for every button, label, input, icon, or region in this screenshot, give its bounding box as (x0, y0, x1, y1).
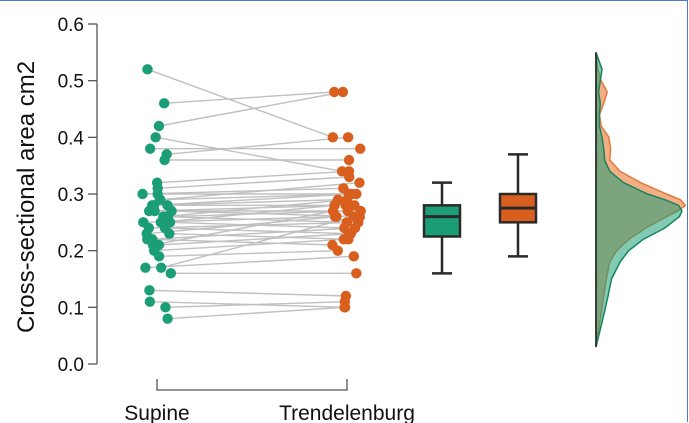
trendelenburg-point (327, 205, 339, 217)
boxplot-supine (422, 181, 462, 275)
pair-line (149, 204, 346, 212)
trendelenburg-point (338, 234, 350, 245)
trendelenburg-point (342, 132, 354, 143)
pair-line (159, 249, 338, 258)
trendelenburg-point (348, 211, 359, 222)
supine-point (160, 302, 171, 313)
trendelenburg-point (355, 143, 366, 154)
paired-lines (142, 68, 361, 320)
trendelenburg-point (332, 245, 344, 256)
boxplot-trendelenburg (498, 153, 538, 258)
supine-point (143, 205, 155, 217)
trendelenburg-point (354, 177, 365, 188)
supine-point (144, 296, 156, 307)
pair-line (164, 91, 335, 105)
supine-point (150, 132, 161, 143)
supine-point (159, 98, 170, 109)
pair-line (169, 232, 349, 241)
pair-line (163, 198, 348, 218)
trendelenburg-point (339, 302, 350, 313)
density-supine (595, 52, 683, 348)
boxplots (422, 153, 538, 275)
pair-line (160, 204, 335, 224)
y-tick-label: 0.4 (58, 128, 85, 149)
y-tick-label: 0.1 (58, 298, 84, 319)
trendelenburg-point (343, 154, 355, 166)
supine-point (140, 262, 151, 273)
pair-line (152, 238, 333, 246)
pair-line (149, 289, 346, 297)
pair-line (152, 210, 334, 246)
supine-point (159, 154, 170, 166)
pair-line (148, 221, 359, 229)
pair-line (155, 136, 343, 173)
pair-line (158, 91, 344, 127)
x-tick-label: Trendelenburg (279, 402, 415, 423)
y-tick-label: 0.3 (58, 185, 84, 206)
pair-line (146, 215, 337, 235)
trendelenburg-point (345, 228, 357, 239)
pair-line (161, 215, 354, 269)
pair-line (147, 68, 334, 138)
supine-point (155, 262, 167, 273)
pair-line (167, 306, 345, 320)
pair-line (165, 300, 345, 309)
trendelenburg-point (337, 86, 349, 98)
y-tick-label: 0.5 (58, 72, 84, 93)
supine-point (165, 268, 177, 279)
x-axis: Supine Trendelenburg (124, 379, 415, 423)
pair-line (145, 255, 354, 269)
trendelenburg-point (348, 251, 360, 262)
trendelenburg-point (351, 268, 362, 279)
supine-point (162, 313, 173, 324)
density-plot (595, 52, 687, 348)
y-axis: 0.0 0.1 0.2 0.3 0.4 0.5 0.6 (58, 15, 98, 376)
pair-line (154, 198, 338, 207)
supine-point (144, 143, 156, 154)
pair-line (147, 227, 356, 241)
x-tick-label: Supine (124, 402, 189, 423)
supine-point (153, 120, 165, 132)
pair-line (157, 176, 350, 190)
x-axis-line (156, 379, 348, 391)
trendelenburg-point (327, 132, 339, 143)
y-tick-label: 0.6 (58, 15, 84, 36)
trendelenburg-point (344, 171, 355, 183)
pair-line (142, 187, 344, 195)
pair-line (158, 232, 351, 246)
y-tick-label: 0.2 (58, 242, 84, 263)
pair-line (159, 181, 360, 201)
y-axis-title: Cross-sectional area cm2 (13, 61, 40, 333)
y-tick-label: 0.0 (58, 355, 84, 376)
supine-point (164, 228, 175, 239)
data-points (137, 64, 366, 324)
trendelenburg-point (341, 194, 353, 205)
supine-point (153, 251, 165, 262)
trendelenburg-point (338, 183, 349, 194)
pair-line (152, 193, 353, 207)
supine-point (144, 285, 155, 296)
pair-line (166, 136, 349, 156)
pair-line (167, 210, 348, 218)
supine-point (142, 64, 153, 75)
trendelenburg-point (329, 86, 340, 98)
supine-point (137, 188, 148, 200)
pair-line (157, 170, 350, 184)
